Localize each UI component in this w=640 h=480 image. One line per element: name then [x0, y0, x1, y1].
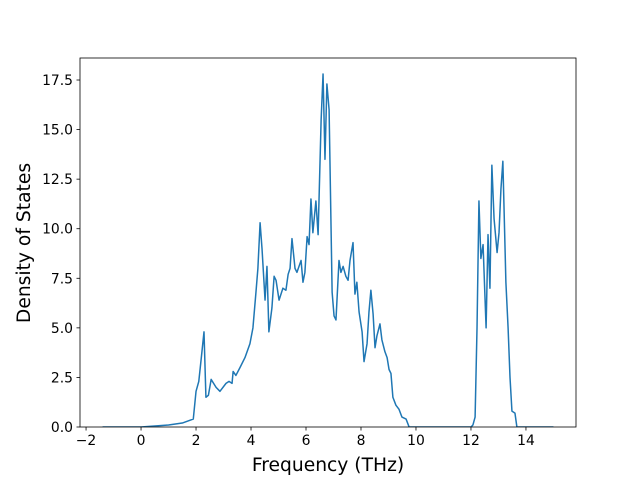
x-axis-label: Frequency (THz)	[252, 455, 404, 476]
x-tick-label: 8	[357, 433, 366, 449]
x-tick-label: 10	[407, 433, 425, 449]
y-tick-label: 2.5	[51, 370, 73, 386]
y-axis-label: Density of States	[14, 163, 35, 323]
plot-frame	[79, 57, 577, 428]
y-tick-label: 7.5	[51, 271, 73, 287]
x-tick-label: 4	[247, 433, 256, 449]
x-tick-label: 2	[192, 433, 201, 449]
y-tick-label: 0.0	[51, 420, 73, 436]
x-tick-label: 12	[462, 433, 480, 449]
y-tick-label: 15.0	[42, 123, 73, 139]
x-tick-label: 14	[517, 433, 535, 449]
y-tick-label: 5.0	[51, 321, 73, 337]
x-tick-label: −2	[76, 433, 96, 449]
line-series	[102, 73, 554, 427]
x-tick-label: 0	[137, 433, 146, 449]
y-tick-label: 12.5	[42, 172, 73, 188]
y-tick-label: 10.0	[42, 222, 73, 238]
y-tick-label: 17.5	[42, 73, 73, 89]
x-tick-label: 6	[302, 433, 311, 449]
